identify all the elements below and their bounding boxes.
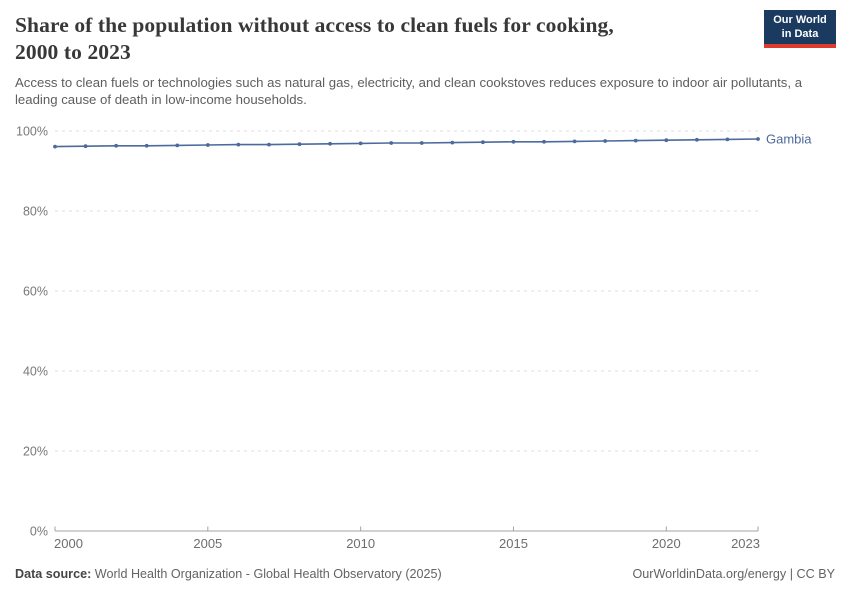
data-point-2020[interactable]	[664, 138, 669, 143]
data-point-2004[interactable]	[175, 143, 180, 148]
x-tick-label-2005: 2005	[193, 536, 222, 551]
y-tick-label-100: 100%	[16, 125, 48, 139]
data-point-2001[interactable]	[83, 144, 88, 149]
x-tick-label-2023: 2023	[731, 536, 760, 551]
title-line-1: Share of the population without access t…	[15, 13, 614, 37]
data-point-2007[interactable]	[267, 142, 271, 147]
data-point-2002[interactable]	[114, 143, 119, 148]
data-point-2013[interactable]	[450, 140, 455, 145]
x-tick-label-2015: 2015	[499, 536, 528, 551]
gambia-line[interactable]	[54, 138, 759, 148]
x-tick-label-2000: 2000	[54, 536, 83, 551]
data-source-note: Data source: World Health Organization -…	[15, 567, 442, 581]
data-source-text: World Health Organization - Global Healt…	[94, 567, 442, 581]
data-point-2003[interactable]	[144, 143, 149, 148]
page-title: Share of the population without access t…	[15, 12, 755, 66]
owid-logo[interactable]: Our World in Data	[764, 10, 836, 48]
data-point-2008[interactable]	[297, 142, 302, 147]
data-point-2014[interactable]	[481, 140, 485, 145]
x-tick-label-2020: 2020	[652, 536, 681, 551]
x-tick-label-2010: 2010	[346, 536, 375, 551]
owid-logo-line-2: in Data	[781, 27, 819, 40]
data-point-2022[interactable]	[725, 137, 730, 142]
data-point-2000[interactable]	[53, 144, 57, 149]
data-point-2009[interactable]	[328, 141, 332, 146]
owid-logo-line-1: Our World	[773, 14, 827, 26]
data-point-2006[interactable]	[236, 142, 241, 147]
data-point-2021[interactable]	[694, 137, 699, 142]
data-point-2016[interactable]	[542, 139, 546, 144]
y-tick-label-80: 80%	[23, 205, 48, 219]
data-point-2012[interactable]	[419, 141, 424, 145]
data-point-2015[interactable]	[511, 139, 516, 144]
data-point-2010[interactable]	[358, 141, 363, 146]
credit-link: OurWorldinData.org/energy | CC BY	[632, 567, 835, 581]
y-tick-label-60: 60%	[23, 285, 48, 299]
data-point-2011[interactable]	[389, 141, 394, 145]
title-line-2: 2000 to 2023	[15, 40, 131, 64]
y-tick-label-20: 20%	[23, 445, 48, 459]
data-point-2018[interactable]	[603, 139, 608, 143]
data-point-2005[interactable]	[205, 143, 210, 147]
data-source-label: Data source:	[15, 567, 92, 581]
line-chart[interactable]: 0% 20% 40% 60% 80% 100% 2000 2005 2010 2015 2020 20…	[0, 112, 850, 562]
chart-subtitle: Access to clean fuels or technologies su…	[15, 75, 803, 107]
series-label-gambia[interactable]: Gambia	[766, 132, 812, 147]
y-tick-label-40: 40%	[23, 365, 48, 379]
data-point-2019[interactable]	[633, 138, 638, 143]
y-tick-label-0: 0%	[30, 525, 48, 539]
data-point-2023[interactable]	[756, 137, 760, 141]
data-point-2017[interactable]	[572, 139, 577, 144]
